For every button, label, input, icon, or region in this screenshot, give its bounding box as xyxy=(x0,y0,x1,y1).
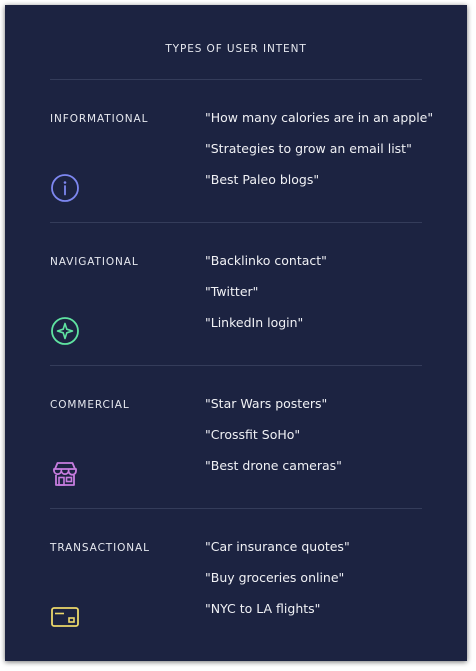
example-list: "Backlinko contact" "Twitter" "LinkedIn … xyxy=(205,253,327,346)
intent-card: TYPES OF USER INTENT INFORMATIONAL "How … xyxy=(5,5,467,661)
example-query: "Backlinko contact" xyxy=(205,253,327,268)
example-query: "Crossfit SoHo" xyxy=(205,427,301,442)
example-query: "LinkedIn login" xyxy=(205,315,304,330)
section-label: NAVIGATIONAL xyxy=(50,256,139,268)
section-label: TRANSACTIONAL xyxy=(50,542,150,554)
example-query: "Best drone cameras" xyxy=(205,458,342,473)
example-list: "Star Wars posters" "Crossfit SoHo" "Bes… xyxy=(205,396,342,489)
example-query: "Twitter" xyxy=(205,284,259,299)
example-query: "How many calories are in an apple" xyxy=(205,110,434,125)
section-label: INFORMATIONAL xyxy=(50,113,149,125)
section-label: COMMERCIAL xyxy=(50,399,130,411)
card-title: TYPES OF USER INTENT xyxy=(165,43,307,55)
example-query: "Buy groceries online" xyxy=(205,570,345,585)
example-query: "Car insurance quotes" xyxy=(205,539,350,554)
credit-card-icon xyxy=(50,602,80,632)
section-informational: INFORMATIONAL "How many calories are in … xyxy=(5,80,467,223)
info-circle-icon xyxy=(50,173,80,203)
example-query: "NYC to LA flights" xyxy=(205,601,321,616)
section-transactional: TRANSACTIONAL "Car insurance quotes" "Bu… xyxy=(5,509,467,652)
storefront-icon xyxy=(50,459,80,489)
example-query: "Best Paleo blogs" xyxy=(205,172,320,187)
divider xyxy=(50,79,422,80)
section-navigational: NAVIGATIONAL "Backlinko contact" "Twitte… xyxy=(5,223,467,366)
example-list: "Car insurance quotes" "Buy groceries on… xyxy=(205,539,350,632)
divider xyxy=(50,365,422,366)
example-list: "How many calories are in an apple" "Str… xyxy=(205,110,433,203)
divider xyxy=(50,508,422,509)
divider xyxy=(50,222,422,223)
section-commercial: COMMERCIAL "Star Wars posters" "Crossfit… xyxy=(5,366,467,509)
example-query: "Strategies to grow an email list" xyxy=(205,141,412,156)
compass-star-icon xyxy=(50,316,80,346)
example-query: "Star Wars posters" xyxy=(205,396,328,411)
